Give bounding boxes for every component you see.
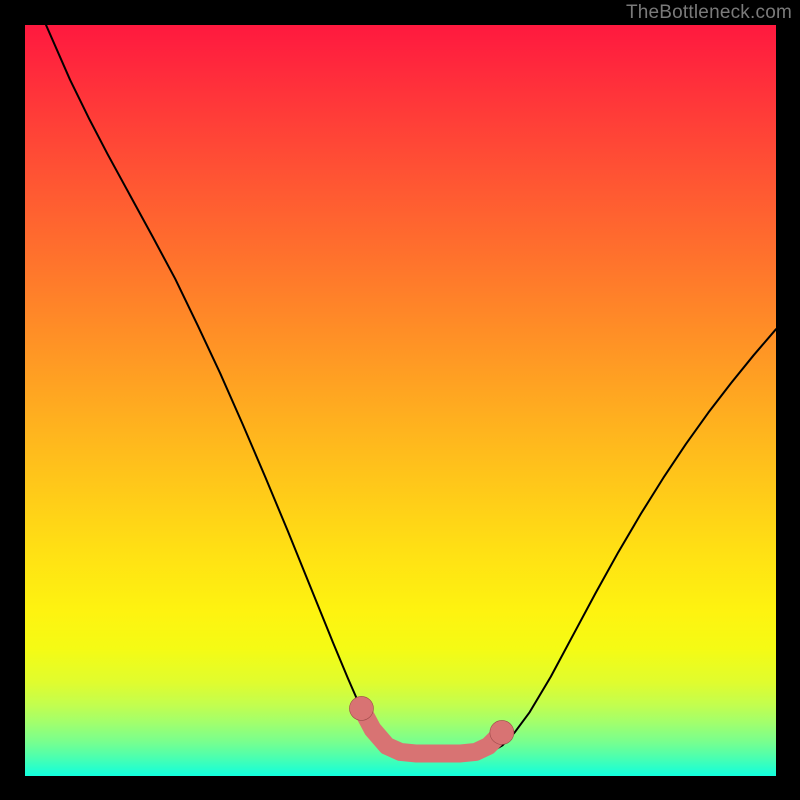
bottleneck-chart — [25, 25, 776, 776]
plot-area — [25, 25, 776, 776]
highlight-endcap — [490, 720, 514, 744]
figure-outer: TheBottleneck.com — [0, 0, 800, 800]
gradient-background — [25, 25, 776, 776]
highlight-endcap — [349, 696, 373, 720]
watermark-text: TheBottleneck.com — [626, 2, 792, 24]
